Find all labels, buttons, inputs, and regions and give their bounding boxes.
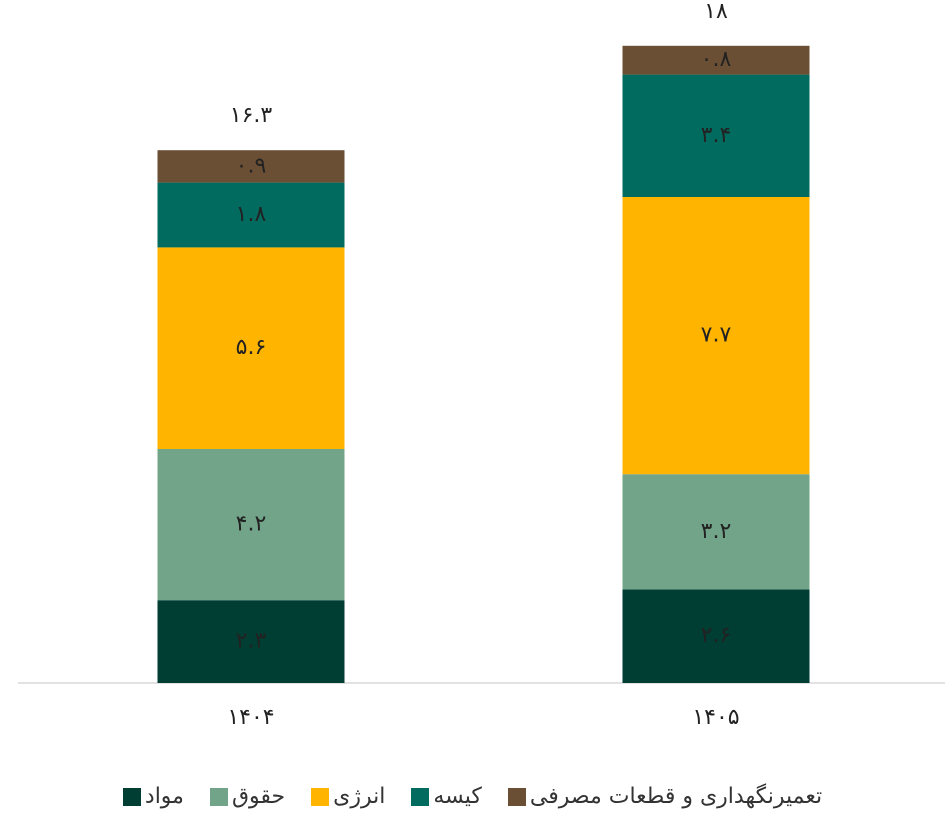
legend-item: مواد xyxy=(122,784,184,809)
data-label: ۳.۲ xyxy=(701,519,732,544)
legend-swatch xyxy=(209,787,228,806)
legend: مواد حقوق انرژی کیسه تعمیرنگهداری و قطعات مص… xyxy=(0,784,945,809)
data-label: ۱.۸ xyxy=(236,202,267,227)
bar-segment xyxy=(157,600,345,683)
x-tick-label: ۱۴۰۴ xyxy=(227,705,274,730)
legend-swatch xyxy=(507,787,526,806)
bar-segment xyxy=(157,182,345,248)
data-label: ۷.۷ xyxy=(701,323,732,348)
bar-segment xyxy=(157,449,345,601)
legend-label: حقوق xyxy=(231,784,286,809)
bar-segment xyxy=(622,589,810,683)
legend-label: کیسه xyxy=(433,784,482,809)
bar-segment xyxy=(157,150,345,183)
data-label: ۰.۸ xyxy=(701,47,732,72)
chart: ۱۴۰۴ ۲.۳ ۴.۲ ۵.۶ ۱.۸ ۰.۹ ۱۶.۳ ۱۴۰۵ ۲.۶ ۳.۲ ۷.۷ ۳.۴ ۰… xyxy=(18,0,945,730)
data-label: ۰.۹ xyxy=(236,153,267,178)
bar-segment xyxy=(622,474,810,590)
data-label: ۴.۲ xyxy=(236,512,267,537)
legend-item: تعمیرنگهداری و قطعات مصرفی xyxy=(507,784,823,809)
total-label: ۱۸ xyxy=(704,0,728,24)
data-label: ۲.۳ xyxy=(236,629,267,654)
legend-label: انرژی xyxy=(333,784,386,809)
bar-segment xyxy=(622,45,810,75)
data-label: ۲.۶ xyxy=(701,623,732,648)
legend-item: حقوق xyxy=(209,784,286,809)
legend-swatch xyxy=(122,787,141,806)
legend-swatch xyxy=(411,787,430,806)
bar-segment xyxy=(622,197,810,475)
legend-swatch xyxy=(311,787,330,806)
total-label: ۱۶.۳ xyxy=(230,103,273,128)
legend-label: تعمیرنگهداری و قطعات مصرفی xyxy=(529,784,823,809)
legend-item: انرژی xyxy=(311,784,385,809)
bar-segment xyxy=(157,247,345,449)
bar-segment xyxy=(622,74,810,197)
legend-label: مواد xyxy=(144,784,184,809)
data-label: ۵.۶ xyxy=(236,335,267,360)
data-label: ۳.۴ xyxy=(701,123,732,148)
x-tick-label: ۱۴۰۵ xyxy=(692,705,739,730)
legend-item: کیسه xyxy=(411,784,482,809)
